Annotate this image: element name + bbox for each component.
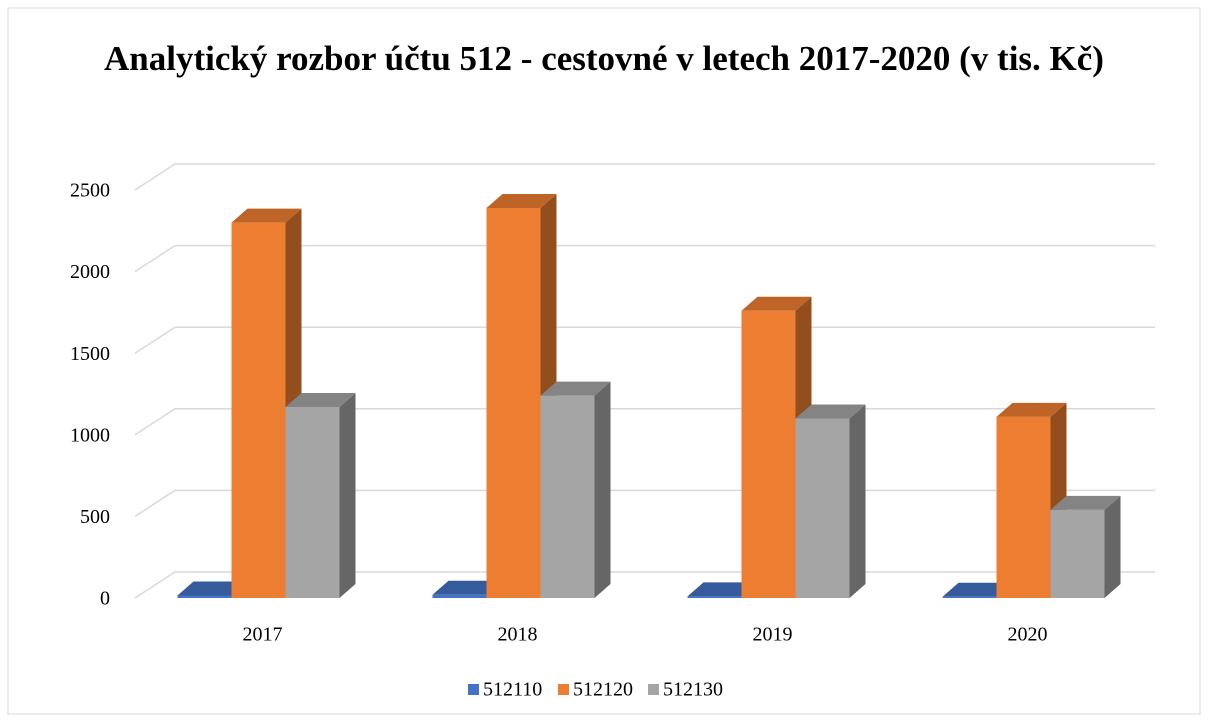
bar-front: [432, 594, 487, 598]
bar-front: [540, 395, 595, 598]
y-tick-label: 1000: [70, 424, 110, 446]
bar-top: [177, 581, 248, 596]
bar-top: [795, 404, 866, 419]
bar-top: [486, 193, 557, 208]
y-tick-label: 2000: [70, 261, 110, 283]
bar-front: [996, 416, 1051, 598]
chart-border: [7, 7, 1201, 715]
y-tick-label: 2500: [70, 180, 110, 202]
bar-front: [795, 418, 850, 598]
bar-side: [594, 381, 611, 598]
legend-swatch: [468, 684, 479, 695]
bar-top: [285, 393, 356, 408]
bar-top: [741, 296, 812, 311]
bar: [795, 404, 866, 598]
y-tick-label: 1500: [70, 343, 110, 365]
bar-front: [231, 222, 286, 598]
bar-side: [1104, 495, 1121, 598]
legend-swatch: [558, 684, 569, 695]
bar-front: [486, 207, 541, 598]
bar-side: [849, 404, 866, 598]
bar-side: [339, 393, 356, 598]
y-tick-label: 500: [80, 506, 110, 528]
grid-line: [134, 163, 1155, 191]
bar-top: [231, 208, 302, 223]
bar-front: [177, 595, 232, 598]
x-tick-label: 2019: [753, 624, 793, 646]
y-tick-label: 0: [100, 588, 110, 610]
bar: [285, 393, 356, 598]
bar-top: [432, 580, 503, 595]
bar: [540, 381, 611, 598]
bar: [1050, 495, 1121, 598]
bar-front: [687, 596, 742, 598]
x-tick-label: 2017: [243, 624, 283, 646]
bar-front: [285, 407, 340, 598]
bar-front: [942, 596, 997, 598]
bar-front: [741, 310, 796, 598]
bar-top: [687, 582, 758, 597]
x-tick-label: 2020: [1008, 624, 1048, 646]
legend-swatch: [648, 684, 659, 695]
chart-title: Analytický rozbor účtu 512 - cestovné v …: [104, 39, 1104, 78]
bar-top: [1050, 495, 1121, 510]
x-tick-label: 2018: [498, 624, 538, 646]
bar-front: [1050, 509, 1105, 598]
bar-top: [540, 381, 611, 396]
bar-top: [942, 582, 1013, 597]
legend-label: 512130: [663, 679, 723, 701]
grid-line: [134, 326, 1155, 354]
legend-label: 512120: [573, 679, 633, 701]
bar-top: [996, 402, 1067, 417]
grid-line: [134, 244, 1155, 273]
legend-label: 512110: [483, 679, 542, 701]
